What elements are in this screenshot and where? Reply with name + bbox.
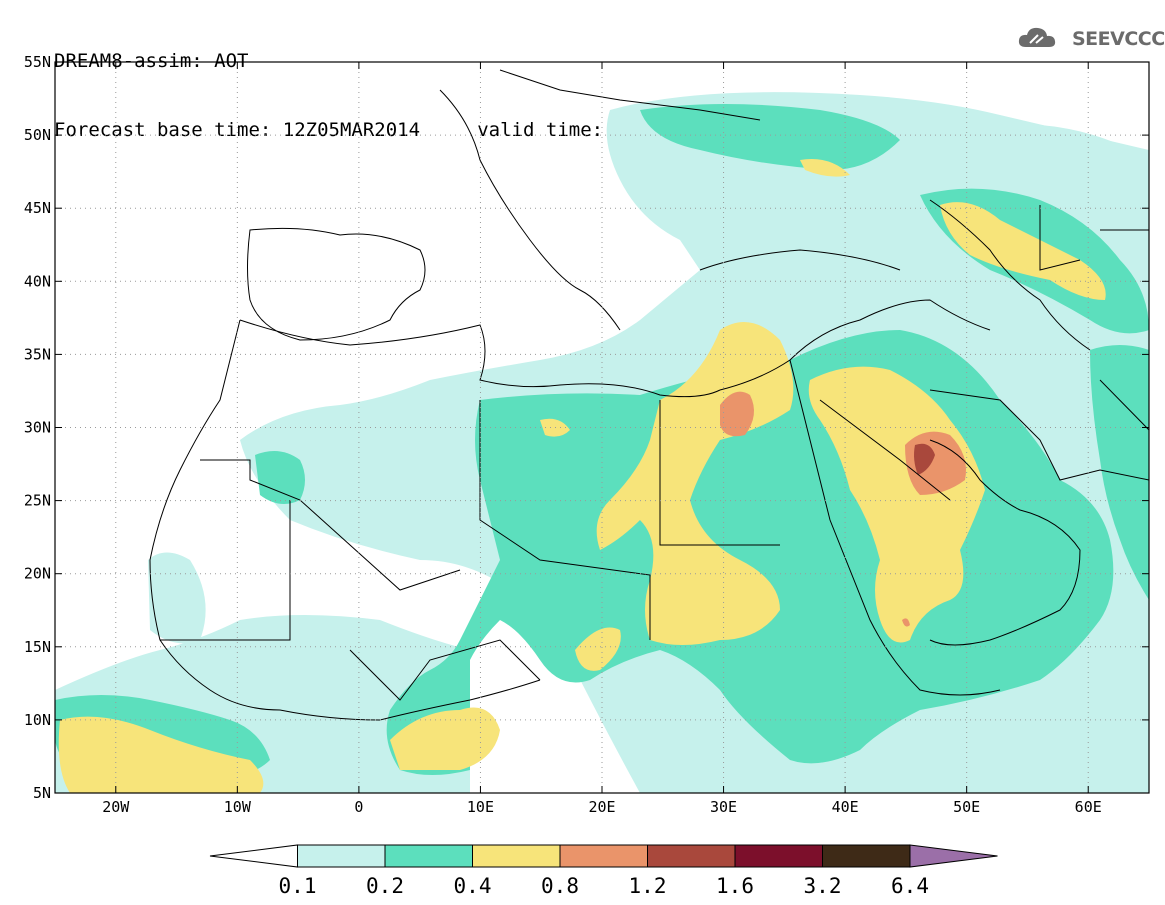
cloud-icon — [1018, 27, 1056, 47]
lat-label: 5N — [33, 784, 51, 802]
lat-label: 30N — [24, 419, 51, 437]
lon-label: 10E — [467, 798, 494, 816]
lat-label: 20N — [24, 565, 51, 583]
lon-label: 60E — [1075, 798, 1102, 816]
logo-text: SEEVCCC — [1072, 28, 1165, 50]
lon-label: 30E — [710, 798, 737, 816]
lon-label: 0 — [354, 798, 363, 816]
colorbar-arrow-high — [909, 844, 998, 868]
lon-label: 20E — [588, 798, 615, 816]
lat-label: 55N — [24, 53, 51, 71]
colorbar-label: 0.4 — [454, 874, 492, 898]
lat-label: 40N — [24, 272, 51, 290]
axis-ticks — [55, 61, 1149, 794]
colorbar-label: 3.2 — [804, 874, 842, 898]
colorbar-segment — [384, 844, 473, 868]
title-product: DREAM8-assim: AOT — [54, 50, 249, 72]
colorbar-segment — [822, 844, 911, 868]
lon-label: 20W — [102, 798, 130, 816]
colorbar-label: 1.2 — [629, 874, 667, 898]
graticule — [55, 62, 1149, 793]
colorbar-segment — [734, 844, 823, 868]
lon-label: 40E — [832, 798, 859, 816]
lat-label: 25N — [24, 492, 51, 510]
colorbar-segment — [472, 844, 561, 868]
longitude-labels: 20W 10W 0 10E 20E 30E 40E 50E 60E — [102, 798, 1102, 816]
lat-label: 10N — [24, 711, 51, 729]
colorbar-label: 0.2 — [366, 874, 404, 898]
colorbar-arrow-low — [209, 844, 298, 868]
colorbar-label: 1.6 — [716, 874, 754, 898]
lat-label: 45N — [24, 199, 51, 217]
coastlines — [149, 69, 1149, 721]
colorbar-segment — [647, 844, 736, 868]
aot-field — [55, 92, 1149, 793]
colorbar-segment — [297, 844, 386, 868]
colorbar-segment — [559, 844, 648, 868]
colorbar-label: 6.4 — [891, 874, 929, 898]
colorbar-label: 0.1 — [279, 874, 317, 898]
aot-band-1.2 — [914, 443, 935, 475]
lat-label: 50N — [24, 126, 51, 144]
latitude-labels: 5N 10N 15N 20N 25N 30N 35N 40N 45N 50N 55N — [24, 53, 51, 802]
lon-label: 10W — [224, 798, 252, 816]
colorbar: 0.1 0.2 0.4 0.8 1.2 1.6 3.2 6.4 — [209, 844, 998, 898]
lat-label: 15N — [24, 638, 51, 656]
colorbar-label: 0.8 — [541, 874, 579, 898]
lon-label: 50E — [953, 798, 980, 816]
lat-label: 35N — [24, 345, 51, 363]
